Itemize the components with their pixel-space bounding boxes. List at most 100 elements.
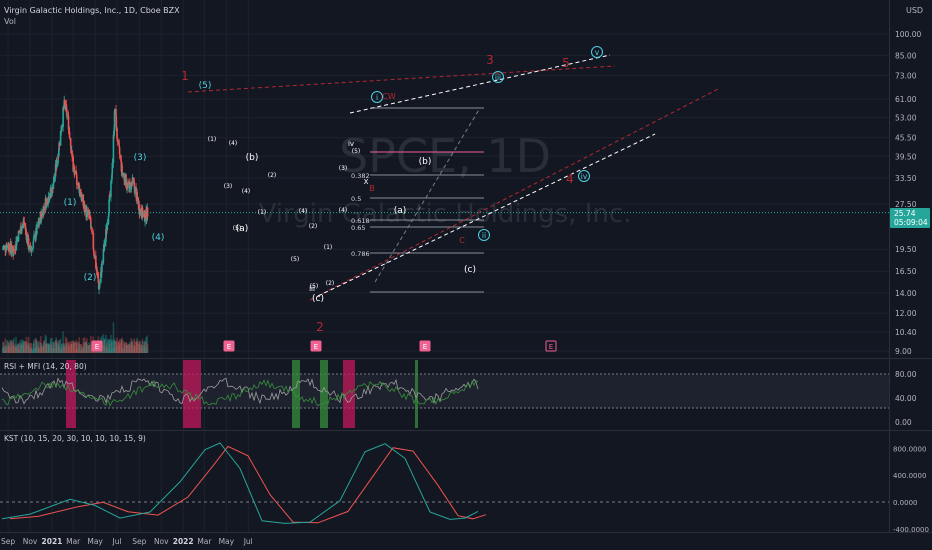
sub-wave-label[interactable]: (4) (229, 140, 238, 147)
earnings-marker-letter[interactable]: E (314, 343, 318, 351)
price-tick-label: 14.00 (895, 289, 917, 298)
wave-label[interactable]: iii (309, 285, 315, 293)
wave-label[interactable]: CW (382, 92, 396, 101)
volume-bar (28, 343, 31, 353)
wave-label[interactable]: C (459, 236, 465, 245)
time-tick-label: May (87, 537, 103, 546)
earnings-marker[interactable]: E (310, 340, 322, 352)
rsi-axis[interactable]: 80.00 40.00 0.00 (895, 370, 917, 427)
candles[interactable] (1, 95, 149, 295)
rsi-label[interactable]: RSI + MFI (14, 20, 80) (4, 362, 87, 371)
wave-labels[interactable]: 12345(1)(2)(3)(4)(5)(a)(b)(c)(a)(b)(c)CW… (64, 46, 603, 335)
circled-wave-label[interactable]: i (376, 93, 378, 102)
trend-lines[interactable] (0, 54, 889, 301)
circled-wave-i[interactable]: i (371, 91, 383, 103)
price-tick-label: 85.00 (895, 51, 917, 60)
earnings-marker-letter[interactable]: E (423, 343, 427, 351)
volume-bar (8, 345, 10, 353)
sub-wave-label[interactable]: (4) (242, 188, 251, 195)
circled-wave-label[interactable]: v (595, 48, 600, 57)
channel-lower-line (317, 133, 656, 297)
circled-wave-label[interactable]: iv (581, 172, 588, 181)
sub-wave-label[interactable]: (1) (324, 244, 333, 251)
circled-wave-v[interactable]: v (591, 46, 603, 58)
candle-body (52, 177, 55, 184)
volume-bar (125, 342, 128, 353)
volume-bar (141, 341, 144, 353)
primary-wave-label[interactable]: 1 (181, 69, 189, 83)
minor-wave-label[interactable]: (c) (464, 265, 476, 275)
earnings-marker[interactable]: E (91, 340, 103, 352)
sub-wave-label[interactable]: (5) (291, 256, 300, 263)
earnings-marker[interactable]: E (223, 340, 235, 352)
sub-wave-label[interactable]: (4) (299, 208, 308, 215)
sub-wave-label[interactable]: (2) (268, 172, 277, 179)
circled-wave-iv[interactable]: iv (578, 170, 590, 182)
primary-wave-label[interactable]: 5 (562, 56, 570, 70)
volume-bar (68, 342, 71, 353)
primary-wave-label[interactable]: 2 (316, 320, 324, 334)
sub-wave-label[interactable]: (5) (310, 283, 319, 290)
circled-wave-ring (578, 170, 590, 182)
minor-wave-label[interactable]: (5) (199, 81, 212, 91)
volume-bar (64, 336, 67, 353)
earnings-marker-letter[interactable]: E (227, 343, 231, 351)
earnings-marker[interactable]: E (545, 340, 557, 352)
kst-axis[interactable]: 800.0000 400.0000 0.0000 -400.0000 (893, 445, 929, 533)
fib-level-label: 0.382 (351, 172, 370, 180)
wave-label[interactable]: iv (348, 140, 354, 148)
earnings-marker[interactable]: E (419, 340, 431, 352)
minor-wave-label[interactable]: (b) (419, 157, 432, 167)
sub-wave-label[interactable]: (5) (352, 148, 361, 155)
volume-bar (20, 339, 23, 353)
minor-wave-label[interactable]: (4) (152, 233, 165, 243)
sub-wave-label[interactable]: (3) (224, 183, 233, 190)
volume-bar (57, 342, 59, 353)
sub-wave-label[interactable]: (2) (309, 223, 318, 230)
circled-wave-label[interactable]: ii (482, 231, 486, 240)
sub-wave-label[interactable]: (3) (339, 165, 348, 172)
volume-bar (109, 343, 111, 353)
earnings-marker-letter[interactable]: E (549, 343, 553, 351)
symbol-title[interactable]: Virgin Galactic Holdings, Inc., 1D, Cboe… (4, 6, 180, 15)
volume-bar (131, 339, 134, 353)
wave-label[interactable]: X (364, 178, 369, 186)
sub-wave-label[interactable]: (1) (208, 136, 217, 143)
earnings-marker-letter[interactable]: E (95, 343, 99, 351)
minor-wave-label[interactable]: (a) (394, 206, 407, 216)
circled-wave-ii[interactable]: ii (478, 229, 490, 241)
price-axis[interactable]: 100.00 85.00 73.00 61.00 53.00 45.50 39.50 33.5… (895, 30, 921, 356)
primary-wave-label[interactable]: 3 (486, 53, 494, 67)
minor-wave-label[interactable]: (3) (134, 153, 147, 163)
volume-bar (52, 342, 55, 353)
minor-wave-label[interactable]: (2) (84, 273, 97, 283)
minor-wave-label[interactable]: (1) (64, 198, 77, 208)
wave-label[interactable]: B (369, 184, 375, 193)
time-axis[interactable]: Sep Nov 2021 Mar May Jul Sep Nov 2022 Mar May Jul (1, 537, 253, 546)
candle-body (144, 219, 146, 222)
earnings-marker-box (310, 340, 322, 352)
kst-label[interactable]: KST (10, 15, 20, 30, 10, 10, 10, 15, 9) (4, 434, 146, 443)
circled-wave-label[interactable]: iii (495, 73, 501, 82)
sub-wave-label[interactable]: (1) (258, 209, 267, 216)
minor-wave-label[interactable]: (b) (246, 153, 259, 163)
price-tick-label: 27.50 (895, 200, 917, 209)
volume-bar (14, 343, 17, 353)
volume-bar (45, 344, 47, 353)
sub-wave-label[interactable]: (5) (233, 225, 242, 232)
primary-wave-label[interactable]: 4 (566, 172, 574, 186)
circled-wave-iii[interactable]: iii (492, 71, 504, 83)
candle-body (95, 255, 97, 268)
kst-tick-label: -400.0000 (893, 526, 929, 534)
sub-wave-label[interactable]: (4) (339, 207, 348, 214)
minor-wave-label[interactable]: (c) (312, 294, 324, 304)
candle-body (116, 138, 119, 142)
sub-wave-label[interactable]: (2) (326, 280, 335, 287)
minor-wave-label[interactable]: (a) (236, 224, 249, 234)
volume-bar (132, 344, 135, 353)
volume-bar (87, 345, 90, 353)
candle-body (101, 262, 104, 264)
